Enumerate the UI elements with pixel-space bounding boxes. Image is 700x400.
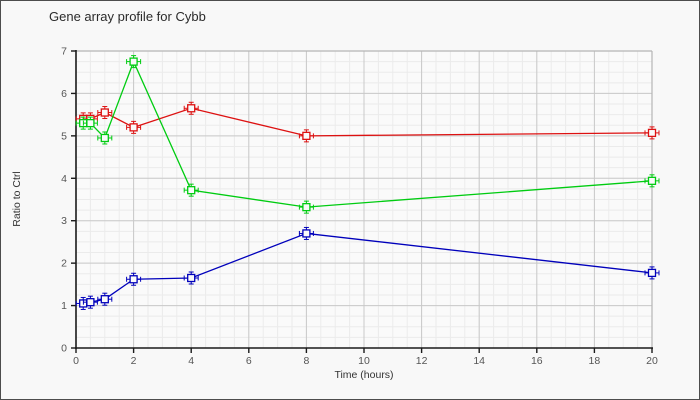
series-blue-marker <box>647 268 657 278</box>
x-tick-label: 8 <box>303 355 309 367</box>
series-red-marker <box>100 108 109 117</box>
x-tick-label: 14 <box>473 355 485 367</box>
series-blue-marker <box>86 298 95 307</box>
series-green-marker <box>86 118 95 128</box>
series-red-marker <box>302 131 311 141</box>
series-green-marker <box>302 202 311 212</box>
y-tick-label: 3 <box>61 215 67 227</box>
x-tick-label: 10 <box>358 355 370 367</box>
series-red-marker <box>129 123 138 132</box>
series-green-marker <box>187 186 196 195</box>
y-tick-label: 6 <box>61 88 67 100</box>
chart-title: Gene array profile for Cybb <box>49 9 206 24</box>
x-axis-label: Time (hours) <box>334 369 394 381</box>
series-green-marker <box>647 176 657 185</box>
x-tick-label: 20 <box>646 355 658 367</box>
y-tick-label: 2 <box>61 258 67 270</box>
series-green-marker <box>129 57 138 66</box>
y-tick-label: 5 <box>61 130 67 142</box>
x-tick-label: 12 <box>416 355 428 367</box>
y-tick-label: 4 <box>61 173 67 185</box>
series-red-marker <box>647 128 657 138</box>
series-blue-marker <box>129 275 138 284</box>
x-tick-label: 4 <box>188 355 194 367</box>
series-blue-marker <box>187 273 196 283</box>
x-tick-label: 0 <box>73 355 79 367</box>
y-tick-label: 0 <box>61 343 67 355</box>
x-tick-label: 18 <box>589 355 601 367</box>
series-green-marker <box>100 133 109 143</box>
x-tick-label: 6 <box>246 355 252 367</box>
y-tick-label: 7 <box>61 46 67 58</box>
series-blue-marker <box>100 295 109 304</box>
x-tick-label: 2 <box>131 355 137 367</box>
series-blue-marker <box>302 229 311 238</box>
x-tick-label: 16 <box>531 355 543 367</box>
series-red-marker <box>187 104 196 113</box>
y-tick-label: 1 <box>61 300 67 312</box>
